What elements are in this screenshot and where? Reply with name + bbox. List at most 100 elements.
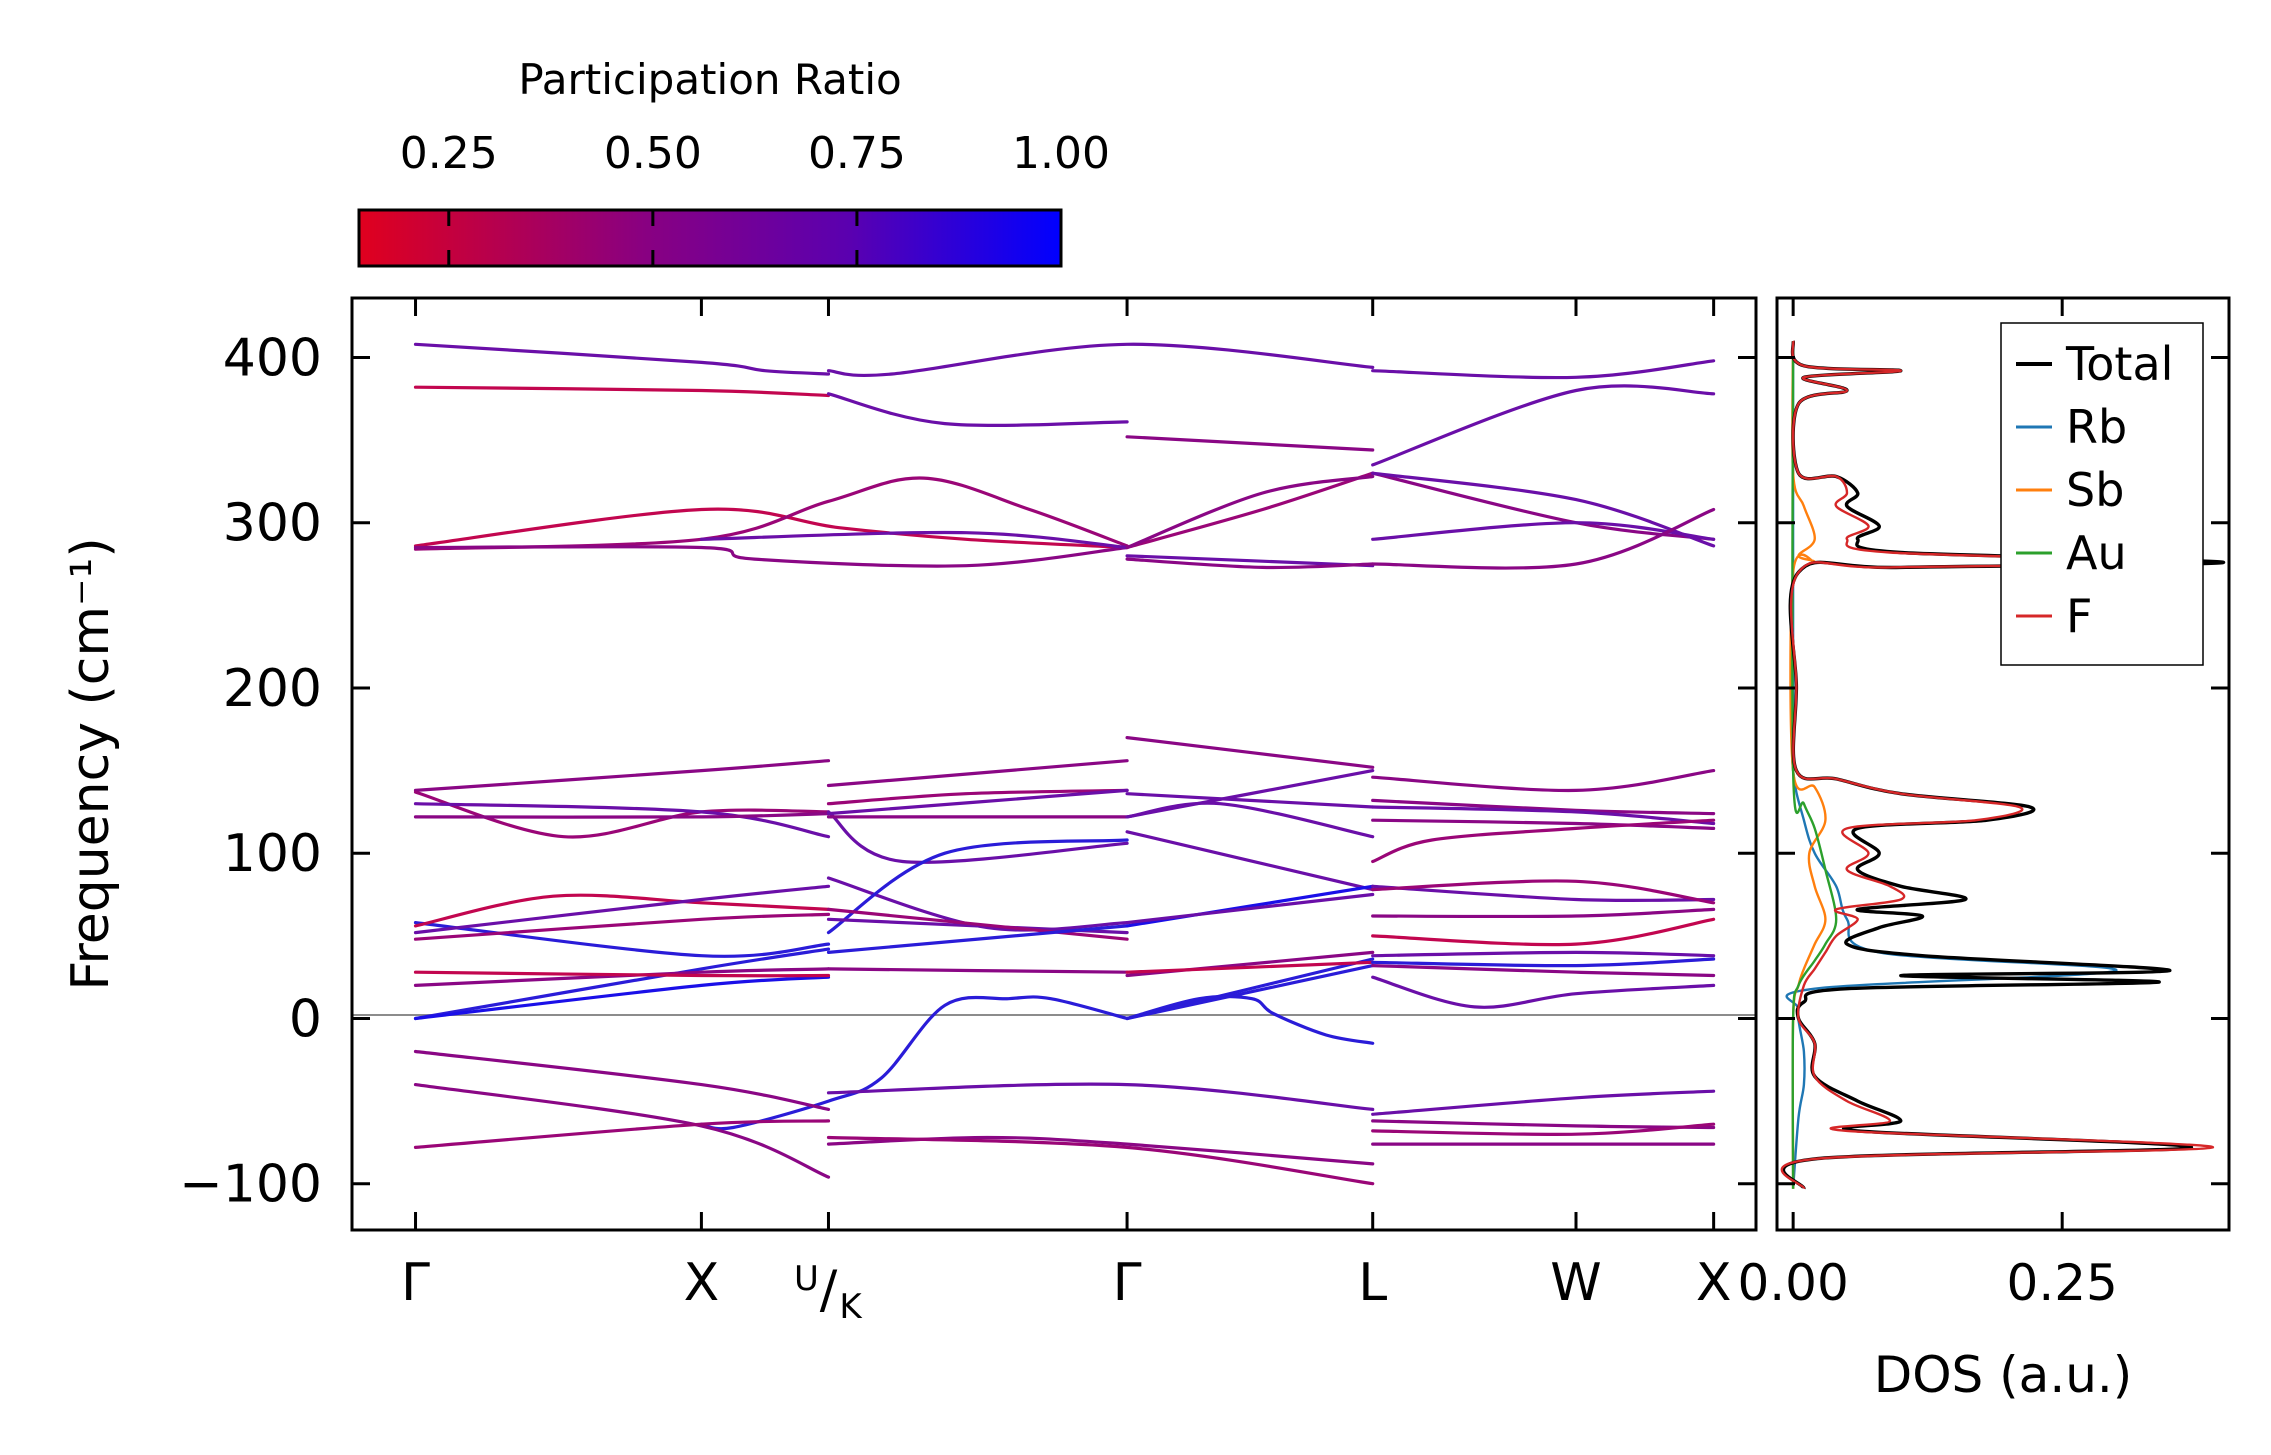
dos-lines [1780, 340, 2226, 1191]
band-line [826, 788, 1129, 806]
band-line [413, 893, 831, 928]
band-line [1371, 1122, 1716, 1136]
band-line [1125, 960, 1375, 974]
band-line [826, 917, 1129, 935]
dos-x-axis-label: DOS (a.u.) [1874, 1346, 2133, 1404]
band-line [413, 759, 831, 792]
band-line [826, 1135, 1375, 1166]
band-line [1125, 736, 1375, 769]
band-line [1371, 907, 1716, 919]
band-line [413, 1083, 831, 1179]
y-tick-label: 200 [223, 659, 322, 719]
dos-line-f [1780, 340, 2215, 1190]
band-line [826, 759, 1129, 788]
legend: Total Rb Sb Au F [2000, 322, 2204, 666]
band-axes: −100 0 100 200 300 400 Γ X U / K Γ L W X [179, 298, 1756, 1327]
band-line [1371, 950, 1716, 958]
legend-label-sb: Sb [2066, 463, 2124, 517]
kpoint-label-slash: / [820, 1260, 838, 1320]
band-line [1125, 557, 1375, 570]
band-line [826, 342, 1375, 378]
band-line [413, 884, 831, 935]
colorbar-ticks: 0.25 0.50 0.75 1.00 [400, 128, 1110, 266]
dos-axes: 0.00 0.25 [1737, 298, 2229, 1312]
kpoint-label: X [1696, 1253, 1732, 1313]
band-line [1125, 994, 1375, 1045]
band-line [1371, 1119, 1716, 1130]
band-line [1125, 474, 1375, 550]
band-lines [413, 342, 1716, 1186]
dos-panel: 0.00 0.25 DOS (a.u.) Total Rb Sb Au F [1737, 296, 2231, 1404]
band-line [826, 1082, 1375, 1111]
band-line [1371, 957, 1716, 968]
dos-line-sb [1789, 340, 1827, 1189]
y-tick-label: 300 [223, 494, 322, 554]
band-line [826, 392, 1129, 427]
band-line [826, 967, 1129, 974]
band-line [1125, 950, 1375, 978]
legend-label-rb: Rb [2066, 400, 2127, 454]
colorbar-title: Participation Ratio [518, 55, 901, 104]
band-line [1371, 818, 1716, 830]
band-line [413, 975, 831, 1021]
band-line [1125, 830, 1375, 892]
y-tick-label: 0 [289, 989, 322, 1049]
band-line [1371, 359, 1716, 380]
band-line [413, 385, 831, 398]
band-line [1371, 805, 1716, 826]
band-line [826, 907, 1129, 941]
band-line [826, 810, 1129, 864]
band-line [699, 995, 1129, 1131]
band-line [1371, 879, 1716, 905]
band-line [413, 812, 831, 819]
colorbar-tick-label: 1.00 [1012, 128, 1110, 179]
band-frame [350, 296, 1758, 1232]
dos-x-tick-label: 0.00 [1737, 1254, 1848, 1312]
band-line [413, 342, 831, 376]
legend-label-au: Au [2066, 526, 2127, 580]
kpoint-label: L [1358, 1253, 1387, 1313]
band-structure-panel: −100 0 100 200 300 400 Γ X U / K Γ L W X Frequency (cm… [61, 296, 1758, 1327]
band-line [1371, 521, 1716, 541]
band-line [413, 912, 831, 941]
colorbar: Participation Ratio 0.25 0.50 0.75 1.00 [357, 55, 1110, 268]
y-tick-label: 400 [223, 328, 322, 388]
band-line [413, 1049, 831, 1111]
band-line [413, 507, 1129, 550]
band-line [1125, 435, 1375, 452]
band-line [1371, 884, 1716, 903]
kpoint-label: U / K [794, 1259, 863, 1327]
band-line [826, 1135, 1375, 1186]
band-line [1371, 1089, 1716, 1116]
band-line [1125, 792, 1375, 809]
y-axis-label: Frequency (cm⁻¹) [61, 537, 121, 990]
kpoint-label: X [684, 1253, 720, 1313]
kpoint-label-sup: U [794, 1259, 819, 1299]
y-tick-label: 100 [223, 824, 322, 884]
dos-x-tick-label: 0.25 [2007, 1254, 2118, 1312]
kpoint-label: W [1550, 1253, 1601, 1313]
band-line [413, 1119, 831, 1149]
colorbar-tick-label: 0.25 [400, 128, 498, 179]
dos-frame [1775, 296, 2231, 1232]
band-line [1371, 917, 1716, 947]
legend-box [2000, 322, 2204, 666]
kpoint-label: Γ [401, 1253, 430, 1313]
band-line [413, 545, 1129, 568]
legend-entries: Total Rb Sb Au F [2016, 337, 2173, 643]
band-line [413, 790, 831, 839]
band-line [826, 788, 1129, 816]
y-tick-label: −100 [179, 1155, 322, 1215]
band-line [1125, 471, 1375, 550]
band-line [1371, 769, 1716, 793]
band-line [826, 924, 1129, 954]
legend-label-f: F [2066, 589, 2092, 643]
band-line [413, 970, 831, 978]
band-line [1125, 964, 1375, 1021]
band-line [1371, 384, 1716, 467]
band-line [1125, 892, 1375, 925]
band-line [413, 967, 831, 987]
colorbar-tick-label: 0.50 [604, 128, 702, 179]
legend-label-total: Total [2065, 337, 2173, 391]
